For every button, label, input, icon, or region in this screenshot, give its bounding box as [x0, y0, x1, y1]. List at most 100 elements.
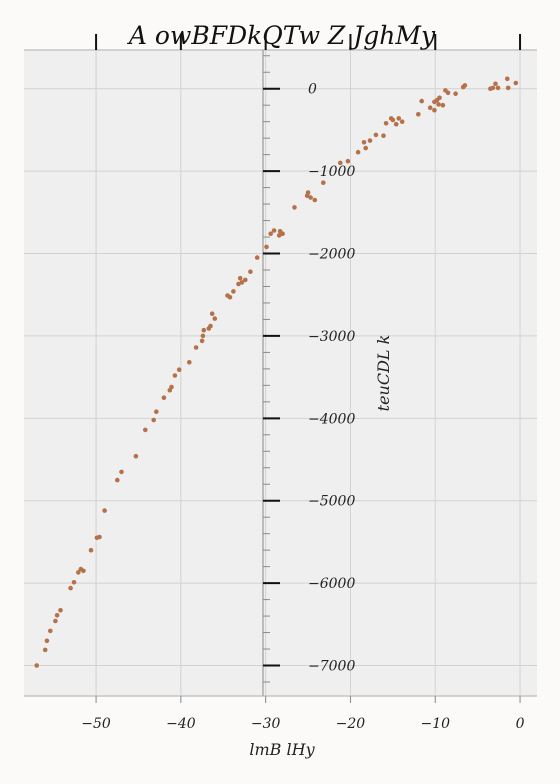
data-point	[419, 98, 425, 104]
data-point	[505, 85, 511, 91]
data-point	[133, 453, 139, 459]
data-point	[513, 80, 519, 86]
y-tick-label: 0	[308, 82, 317, 98]
data-point	[361, 140, 367, 145]
data-point	[76, 570, 81, 575]
data-point	[169, 384, 174, 390]
data-point	[393, 121, 399, 127]
data-point	[338, 160, 343, 166]
y-tick-label: −7000	[308, 659, 355, 675]
data-point	[381, 133, 386, 138]
data-point	[81, 568, 86, 574]
x-tick-label: −50	[81, 716, 111, 732]
data-point	[436, 102, 441, 107]
data-point	[212, 316, 218, 321]
data-point	[445, 90, 451, 96]
data-point	[200, 333, 206, 339]
data-point	[437, 95, 442, 101]
data-point	[54, 613, 60, 618]
data-point	[505, 76, 510, 82]
data-point	[231, 289, 236, 294]
y-tick-label: −4000	[308, 411, 355, 427]
y-tick-label: −1000	[308, 164, 355, 180]
data-point	[227, 294, 233, 300]
data-point	[367, 138, 373, 143]
data-point	[243, 277, 248, 283]
data-point	[199, 338, 205, 344]
data-point	[119, 469, 124, 475]
data-point	[193, 345, 199, 350]
data-point	[305, 190, 311, 195]
data-point	[355, 149, 361, 155]
data-point	[264, 244, 269, 250]
data-point	[88, 547, 94, 553]
x-tick-label: −20	[336, 716, 366, 732]
data-point	[440, 102, 446, 108]
data-point	[321, 180, 326, 185]
data-point	[34, 663, 39, 668]
data-point	[68, 585, 73, 591]
data-point	[161, 395, 167, 401]
y-axis: 0 −1000 −2000 −3000 −4000 −5000 −6000 −7000	[262, 50, 355, 696]
data-point	[432, 107, 437, 113]
y-tick-label: −5000	[308, 494, 355, 510]
x-tick-label: −30	[251, 716, 281, 732]
data-point	[363, 145, 369, 151]
data-point	[209, 311, 215, 317]
data-point	[396, 116, 402, 121]
data-point	[143, 427, 148, 433]
data-point	[71, 580, 77, 585]
data-point	[416, 112, 421, 117]
data-point	[383, 121, 389, 126]
data-point	[58, 608, 63, 613]
data-point	[53, 618, 58, 624]
x-axis: −50 −40 −30 −20 −10 0	[81, 34, 525, 732]
data-point	[312, 197, 318, 203]
x-axis-label: lmB lHy	[249, 740, 315, 759]
data-point	[48, 628, 53, 634]
data-point	[154, 409, 159, 415]
y-tick-label: −6000	[308, 576, 355, 592]
data-point	[115, 477, 120, 483]
data-points	[34, 76, 519, 668]
data-point	[248, 269, 253, 275]
data-point	[490, 85, 496, 91]
data-point	[373, 132, 379, 138]
data-point	[201, 327, 207, 333]
x-tick-label: −10	[420, 716, 450, 732]
data-point	[345, 158, 351, 164]
data-point	[493, 81, 498, 87]
grid	[24, 50, 537, 696]
data-point	[254, 255, 260, 260]
data-point	[176, 367, 182, 373]
data-point	[97, 534, 102, 540]
data-point	[208, 323, 213, 329]
data-point	[42, 647, 48, 653]
plot-frame	[24, 49, 537, 697]
x-tick-label: 0	[516, 716, 525, 732]
x-tick-label: −40	[166, 716, 196, 732]
data-point	[151, 417, 156, 423]
data-point	[280, 231, 285, 236]
data-point	[495, 85, 501, 91]
data-point	[268, 231, 274, 236]
data-point	[399, 119, 405, 124]
data-point	[172, 373, 178, 378]
data-point	[237, 275, 243, 281]
data-point	[462, 83, 468, 88]
chart-title: A owBFDkQTw Z JghMy	[127, 21, 436, 50]
data-point	[427, 105, 433, 110]
data-point	[44, 638, 50, 644]
data-point	[239, 280, 245, 285]
y-tick-label: −3000	[308, 329, 355, 345]
y-tick-label: −2000	[308, 247, 355, 263]
data-point	[271, 228, 277, 233]
plot-background	[24, 50, 537, 696]
data-point	[453, 91, 458, 96]
y-axis-label: teuCDL k	[374, 335, 393, 412]
data-point	[390, 117, 396, 123]
data-point	[102, 508, 107, 513]
data-point	[187, 360, 192, 365]
data-point	[292, 205, 297, 210]
